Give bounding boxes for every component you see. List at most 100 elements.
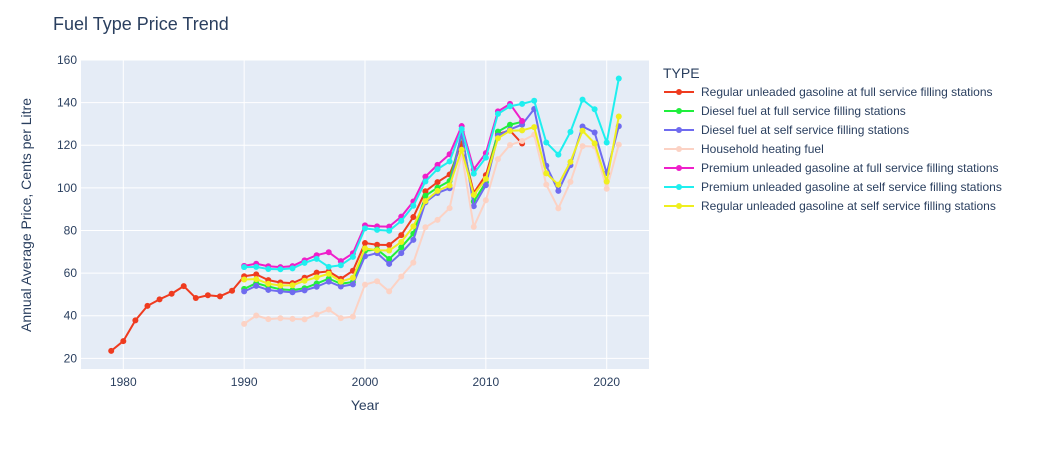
data-point[interactable] xyxy=(422,178,429,185)
data-point[interactable] xyxy=(555,181,562,188)
data-point[interactable] xyxy=(603,178,610,185)
legend-item[interactable]: Regular unleaded gasoline at full servic… xyxy=(664,85,993,99)
data-point[interactable] xyxy=(386,227,393,234)
data-point[interactable] xyxy=(337,278,344,285)
data-point[interactable] xyxy=(482,175,489,182)
data-point[interactable] xyxy=(156,296,163,303)
data-point[interactable] xyxy=(519,127,526,134)
data-point[interactable] xyxy=(313,274,320,281)
data-point[interactable] xyxy=(374,247,381,254)
data-point[interactable] xyxy=(591,140,598,147)
data-point[interactable] xyxy=(615,113,622,120)
data-point[interactable] xyxy=(362,253,368,260)
data-point[interactable] xyxy=(615,75,622,82)
data-point[interactable] xyxy=(434,179,441,186)
data-point[interactable] xyxy=(494,156,501,163)
data-point[interactable] xyxy=(229,287,236,294)
data-point[interactable] xyxy=(519,137,526,144)
legend-item[interactable]: Household heating fuel xyxy=(664,142,824,156)
data-point[interactable] xyxy=(204,292,211,299)
data-point[interactable] xyxy=(362,240,368,247)
data-point[interactable] xyxy=(265,316,272,323)
data-point[interactable] xyxy=(289,282,296,289)
data-point[interactable] xyxy=(555,205,562,212)
data-point[interactable] xyxy=(482,197,489,204)
data-point[interactable] xyxy=(313,311,320,318)
data-point[interactable] xyxy=(325,263,332,270)
data-point[interactable] xyxy=(362,225,368,232)
legend-item[interactable]: Diesel fuel at full service filling stat… xyxy=(664,104,906,118)
data-point[interactable] xyxy=(422,173,429,180)
data-point[interactable] xyxy=(349,253,356,260)
data-point[interactable] xyxy=(374,241,381,248)
data-point[interactable] xyxy=(434,161,441,168)
data-point[interactable] xyxy=(422,188,429,195)
data-point[interactable] xyxy=(579,123,586,130)
data-point[interactable] xyxy=(458,126,465,133)
data-point[interactable] xyxy=(615,141,622,148)
data-point[interactable] xyxy=(349,274,356,281)
data-point[interactable] xyxy=(446,205,453,212)
data-point[interactable] xyxy=(216,293,223,300)
data-point[interactable] xyxy=(362,281,368,288)
data-point[interactable] xyxy=(519,117,526,124)
data-point[interactable] xyxy=(434,166,441,173)
data-point[interactable] xyxy=(446,182,453,189)
data-point[interactable] xyxy=(325,306,332,313)
data-point[interactable] xyxy=(579,96,586,103)
data-point[interactable] xyxy=(434,187,441,194)
data-point[interactable] xyxy=(543,181,550,188)
data-point[interactable] xyxy=(458,146,465,153)
data-point[interactable] xyxy=(301,259,308,266)
data-point[interactable] xyxy=(337,283,344,290)
data-point[interactable] xyxy=(398,232,405,239)
data-point[interactable] xyxy=(301,277,308,284)
data-point[interactable] xyxy=(519,100,526,107)
data-point[interactable] xyxy=(386,288,393,295)
data-point[interactable] xyxy=(253,263,260,270)
data-point[interactable] xyxy=(313,269,320,276)
data-point[interactable] xyxy=(265,280,272,287)
data-point[interactable] xyxy=(579,127,586,134)
data-point[interactable] xyxy=(579,143,586,150)
data-point[interactable] xyxy=(349,313,356,320)
data-point[interactable] xyxy=(325,270,332,277)
legend-item[interactable]: Diesel fuel at self service filling stat… xyxy=(664,123,909,137)
data-point[interactable] xyxy=(398,238,405,245)
data-point[interactable] xyxy=(434,216,441,223)
data-point[interactable] xyxy=(253,271,260,278)
data-point[interactable] xyxy=(253,282,260,289)
data-point[interactable] xyxy=(289,315,296,322)
data-point[interactable] xyxy=(567,158,574,165)
data-point[interactable] xyxy=(241,288,248,295)
data-point[interactable] xyxy=(470,203,477,210)
data-point[interactable] xyxy=(325,278,332,285)
data-point[interactable] xyxy=(410,214,417,221)
data-point[interactable] xyxy=(398,217,405,224)
data-point[interactable] xyxy=(265,286,272,293)
legend-item[interactable]: Premium unleaded gasoline at full servic… xyxy=(664,161,999,175)
data-point[interactable] xyxy=(398,250,405,257)
data-point[interactable] xyxy=(507,121,514,128)
data-point[interactable] xyxy=(253,276,260,283)
data-point[interactable] xyxy=(507,127,514,134)
data-point[interactable] xyxy=(289,289,296,296)
data-point[interactable] xyxy=(349,281,356,288)
data-point[interactable] xyxy=(362,245,368,252)
data-point[interactable] xyxy=(543,139,550,146)
data-point[interactable] xyxy=(120,338,127,345)
data-point[interactable] xyxy=(386,256,393,263)
data-point[interactable] xyxy=(482,154,489,161)
data-point[interactable] xyxy=(277,288,284,295)
data-point[interactable] xyxy=(313,255,320,262)
legend-item[interactable]: Regular unleaded gasoline at self servic… xyxy=(664,199,996,213)
data-point[interactable] xyxy=(398,273,405,280)
data-point[interactable] xyxy=(507,103,514,110)
data-point[interactable] xyxy=(555,151,562,158)
data-point[interactable] xyxy=(277,282,284,289)
data-point[interactable] xyxy=(410,223,417,230)
data-point[interactable] xyxy=(567,178,574,185)
data-point[interactable] xyxy=(337,315,344,322)
data-point[interactable] xyxy=(507,142,514,149)
data-point[interactable] xyxy=(446,158,453,165)
